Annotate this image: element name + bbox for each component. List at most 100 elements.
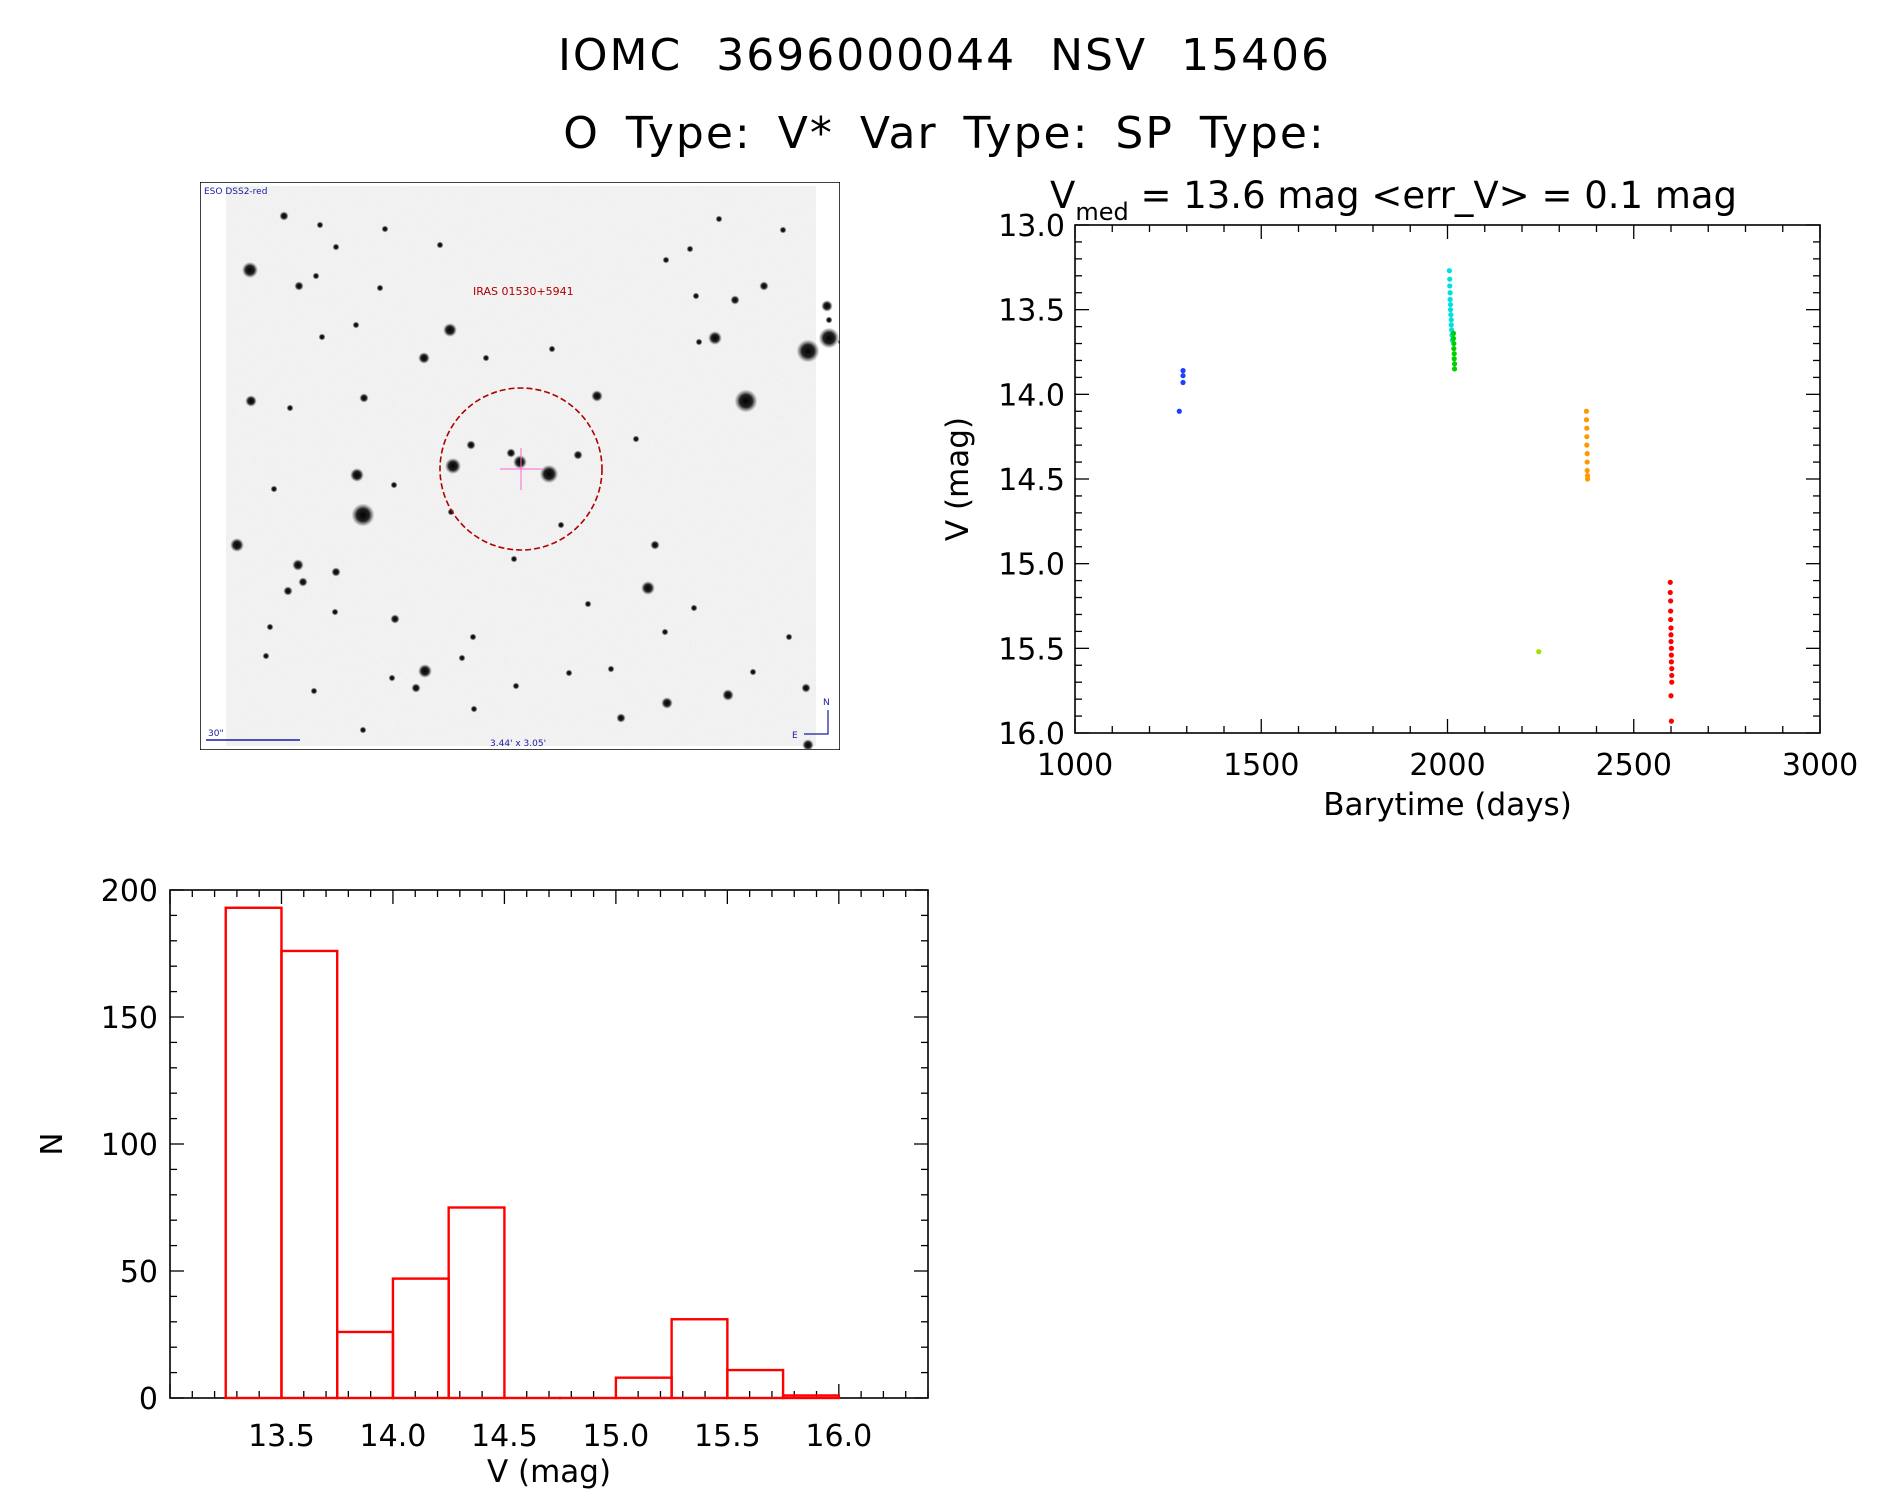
star-80 [470,705,478,713]
histogram-chart: 13.5 14.0 14.5 15.0 15.5 16.0 0 50 100 150 200 V (m… [40,874,929,1490]
lc-point-s4-7 [1584,467,1590,474]
lc-ytick-label: 13.5 [998,294,1065,329]
lc-point-s2-0 [1450,330,1457,336]
lc-point-s5-12 [1669,672,1675,679]
search-radius-circle [439,387,603,551]
lc-point-s5-10 [1668,659,1674,665]
star-33 [730,295,740,305]
histogram-axes: 13.5 14.0 14.5 15.0 15.5 16.0 0 50 100 150 200 V (m… [40,874,929,1490]
lc-point-s4-1 [1583,417,1590,423]
star-39 [662,256,670,264]
lc-point-s2-4 [1451,351,1457,357]
survey-label: ESO DSS2-red [204,187,267,197]
histogram-frame [169,889,929,1399]
lc-xlabel: Barytime (days) [1323,787,1572,823]
lc-point-s5-2 [1668,598,1674,604]
star-69 [607,665,615,673]
lc-point-s1-9 [1448,322,1454,328]
star-2 [294,281,304,291]
star-4 [332,243,340,251]
star-11 [331,567,341,577]
lc-point-s4-0 [1583,408,1590,414]
lc-point-s0-1 [1180,368,1186,374]
star-31 [708,331,722,345]
histogram-bars [224,906,841,1400]
lc-xtick-label: 3000 [1782,748,1858,783]
lc-point-s2-6 [1451,361,1458,367]
hist-bar-2 [336,1330,395,1400]
star-32 [692,292,700,300]
hist-xtick-label: 14.5 [471,1419,538,1454]
hist-bar-3 [391,1277,450,1400]
lc-title-text: Vmed = 13.6 mag <err_V> = 0.1 mag [1050,174,1737,226]
lc-point-s5-5 [1668,625,1674,631]
lc-point-s3-0 [1536,649,1542,655]
lc-point-s5-9 [1668,652,1674,658]
hist-ytick-label: 150 [101,1001,158,1036]
lc-ytick-label: 14.5 [998,463,1065,498]
star-23 [443,323,457,337]
hist-bar-4 [447,1206,506,1400]
star-61 [376,284,384,292]
star-77 [539,464,559,484]
title-line1: IOMC 3696000044 NSV 15406 [557,30,1332,81]
lc-point-s1-4 [1447,296,1453,303]
lc-point-s5-0 [1667,579,1673,585]
star-72 [801,683,811,693]
star-78 [331,608,339,616]
lc-point-s0-0 [1176,408,1182,414]
hist-ytick-label: 100 [101,1128,158,1163]
lightcurve-axes: 1000 1500 2000 2500 3000 13.0 13.5 14.0 14.5 15.0… [940,209,1858,823]
compass-icon [804,710,829,735]
lc-ylabel: V (mag) [940,417,976,541]
star-66 [310,687,318,695]
star-13 [350,468,364,482]
source-label: IRAS 01530+5941 [473,285,574,298]
star-27 [573,450,583,460]
star-41 [715,215,723,223]
star-67 [458,654,466,662]
star-30 [641,581,655,595]
scale-label: 30" [208,729,224,739]
lc-point-s4-2 [1584,425,1590,431]
target-crosshair [500,448,542,490]
hist-xtick-label: 14.0 [360,1419,427,1454]
star-18 [418,664,432,678]
star-37 [821,300,833,312]
star-74 [506,448,516,458]
star-36 [825,316,833,324]
star-58 [318,333,326,341]
star-14 [359,393,369,403]
lc-point-s1-3 [1447,290,1453,296]
sky-image-panel: IRAS 01530+5941 ESO DSS2-red 30" 3.44' x… [200,182,840,750]
lc-point-s5-13 [1669,679,1675,685]
lc-ytick-label: 15.0 [998,548,1065,583]
star-9 [298,577,308,587]
lc-point-s5-14 [1668,693,1674,699]
hist-xlabel: V (mag) [487,1454,611,1490]
star-50 [616,713,626,723]
title-line2: O Type: V* Var Type: SP Type: [563,108,1326,159]
star-44 [722,689,734,701]
star-79 [359,726,367,734]
star-60 [316,221,324,229]
star-22 [418,352,430,364]
star-1 [279,211,289,221]
hist-bar-1 [280,949,339,1400]
star-64 [266,623,274,631]
star-68 [512,682,520,690]
star-20 [444,457,462,475]
star-12 [351,503,375,527]
star-48 [510,555,518,563]
size-label: 3.44' x 3.05' [490,739,546,749]
hist-bar-7 [614,1376,673,1400]
star-38 [695,338,703,346]
star-47 [584,600,592,608]
lc-point-s1-7 [1448,312,1454,318]
star-0 [241,261,259,279]
star-19 [411,683,421,693]
star-28 [632,435,640,443]
lc-point-s2-2 [1451,340,1457,347]
lc-point-s1-2 [1447,283,1453,289]
star-65 [262,652,270,660]
